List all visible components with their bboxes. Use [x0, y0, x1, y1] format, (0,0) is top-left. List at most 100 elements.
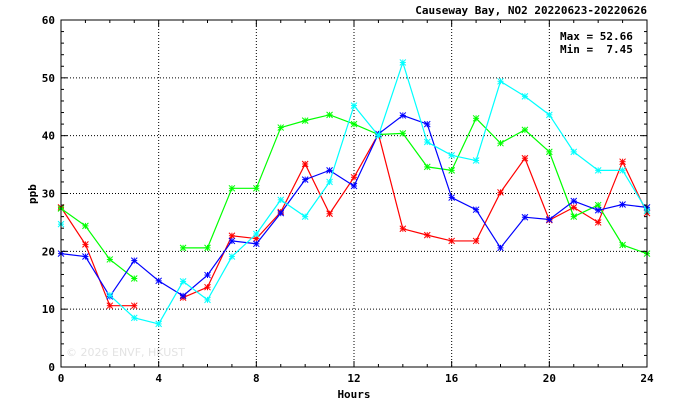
data-point	[179, 278, 187, 285]
data-point	[228, 232, 236, 240]
data-point	[204, 283, 211, 291]
y-tick-label: 20	[42, 245, 55, 258]
data-point	[106, 302, 114, 310]
data-point	[228, 253, 236, 260]
data-point	[277, 196, 285, 204]
x-tick-label: 12	[347, 372, 360, 385]
data-point	[423, 120, 431, 128]
data-point	[350, 173, 358, 181]
data-point	[301, 160, 309, 168]
data-point	[399, 112, 407, 119]
data-point	[301, 117, 309, 124]
data-point	[228, 184, 236, 192]
y-tick-label: 50	[42, 72, 55, 85]
data-point	[545, 111, 553, 119]
data-point	[179, 244, 187, 252]
data-point	[594, 219, 602, 226]
grid	[61, 20, 647, 367]
data-point	[619, 241, 626, 249]
max-stat: Max = 52.66	[560, 30, 633, 43]
y-tick-label: 10	[42, 303, 55, 316]
data-point	[130, 314, 138, 322]
data-point	[277, 124, 285, 131]
y-tick-label: 30	[42, 188, 55, 201]
data-point	[326, 167, 333, 174]
data-point	[497, 244, 504, 252]
data-point	[326, 111, 333, 119]
x-tick-label: 20	[543, 372, 556, 385]
y-axis-title: ppb	[26, 184, 39, 204]
data-point	[448, 167, 456, 174]
data-point	[594, 206, 602, 214]
data-point	[204, 296, 211, 304]
data-point	[423, 138, 431, 146]
y-tick-label: 0	[48, 361, 55, 374]
data-point	[521, 92, 529, 100]
data-point	[228, 237, 236, 245]
data-point	[448, 237, 456, 245]
x-tick-label: 4	[155, 372, 162, 385]
data-point	[570, 204, 578, 211]
x-tick-label: 8	[253, 372, 260, 385]
data-point	[423, 231, 431, 239]
data-point	[545, 216, 553, 223]
data-point	[497, 188, 504, 196]
data-point	[521, 213, 529, 221]
data-point	[82, 253, 89, 260]
x-tick-label: 16	[445, 372, 459, 385]
data-point	[179, 292, 187, 300]
min-stat: Min = 7.45	[560, 43, 633, 56]
data-point	[350, 182, 358, 190]
data-point	[130, 257, 138, 264]
data-point	[619, 201, 626, 208]
data-point	[82, 222, 89, 230]
data-point	[326, 178, 333, 186]
data-point	[497, 77, 504, 85]
ticks	[60, 19, 648, 368]
series-line	[60, 208, 135, 279]
data-point	[399, 225, 407, 233]
data-point	[594, 167, 602, 174]
data-point	[326, 210, 333, 218]
data-point	[375, 132, 382, 140]
data-point	[130, 302, 138, 310]
data-point	[204, 271, 211, 279]
watermark: © 2026 ENVF, HKUST	[66, 346, 185, 359]
data-point	[82, 241, 89, 248]
data-point	[521, 154, 529, 162]
data-point	[399, 59, 407, 66]
data-point	[448, 151, 456, 159]
data-point	[570, 148, 578, 156]
data-point	[472, 206, 480, 214]
series-group	[57, 59, 651, 328]
data-point	[619, 167, 626, 174]
data-point	[252, 240, 260, 248]
data-point	[155, 320, 163, 328]
data-point	[399, 129, 407, 137]
data-point	[472, 237, 480, 245]
series-2	[57, 111, 651, 282]
data-point	[106, 256, 114, 263]
y-tick-label: 40	[42, 130, 55, 143]
y-tick-labels: 0 10 20 30 40 50 60	[42, 14, 55, 374]
x-tick-label: 24	[640, 372, 654, 385]
series-line	[60, 207, 135, 307]
data-point	[252, 230, 260, 238]
data-point	[570, 197, 578, 205]
data-point	[545, 148, 553, 156]
data-point	[423, 163, 431, 171]
data-point	[619, 158, 626, 166]
x-axis-title: Hours	[337, 388, 370, 401]
data-point	[472, 157, 480, 164]
data-point	[472, 114, 480, 122]
data-point	[301, 213, 309, 220]
chart-title: Causeway Bay, NO2 20220623-20220626	[415, 4, 647, 17]
data-point	[594, 201, 602, 209]
data-point	[252, 184, 260, 192]
data-point	[301, 176, 309, 183]
data-point	[277, 209, 285, 217]
x-tick-label: 0	[58, 372, 65, 385]
data-point	[497, 139, 504, 147]
